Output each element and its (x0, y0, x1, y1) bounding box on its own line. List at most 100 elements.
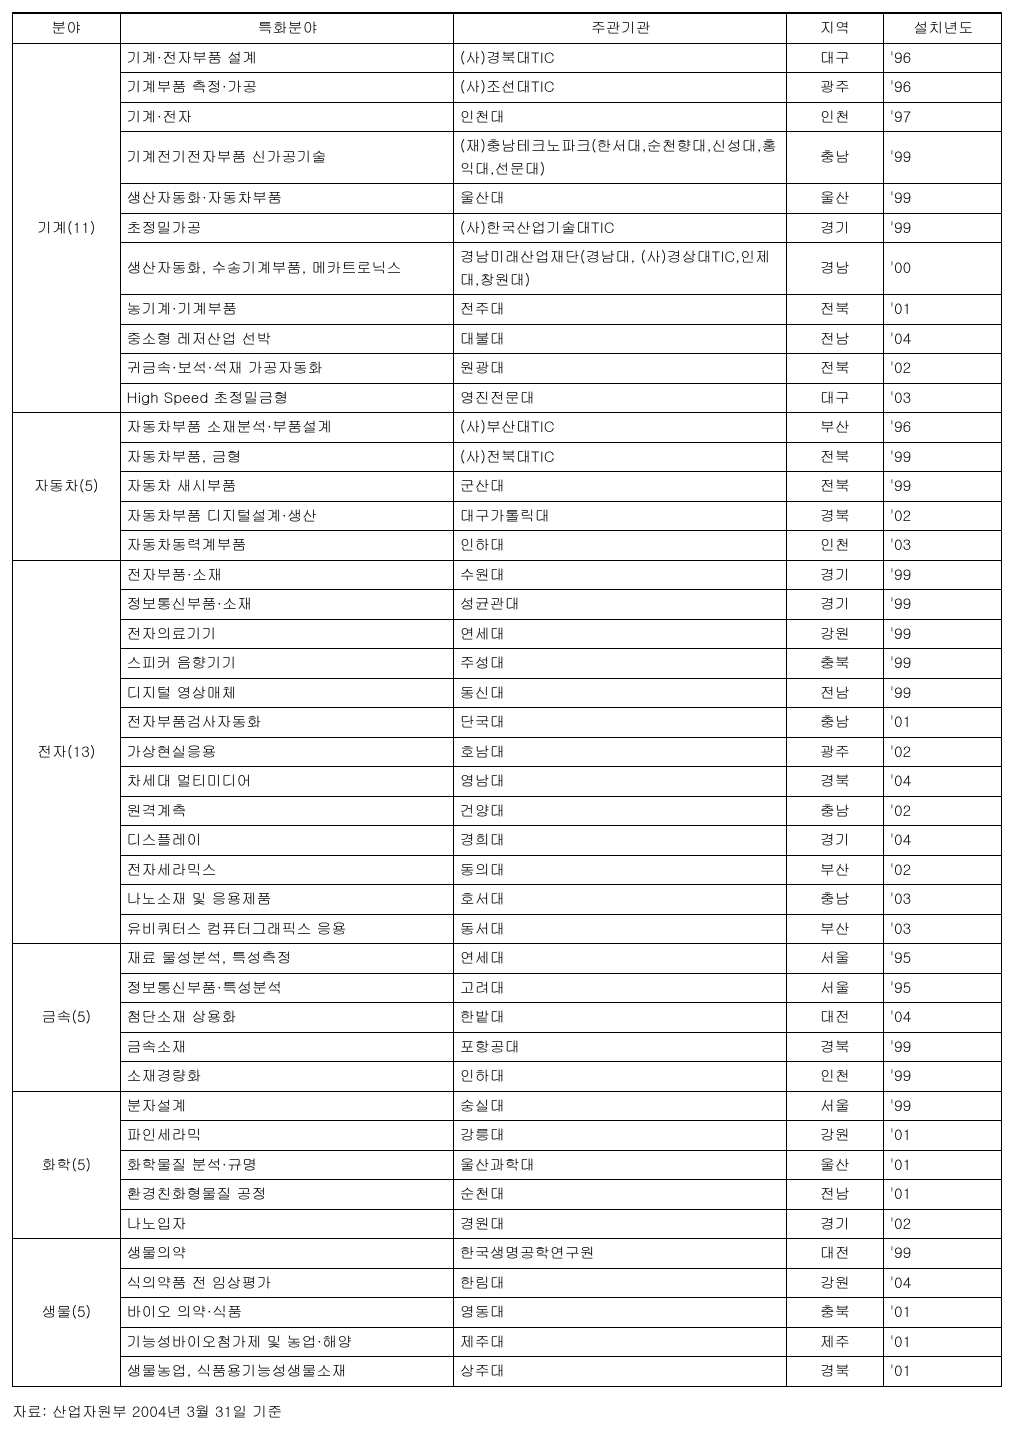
table-row: 자동차(5)자동차부품 소재분석·부품설계(사)부산대TIC부산'96 (13, 413, 1002, 443)
org-cell: 호남대 (453, 737, 786, 767)
org-cell: 한림대 (453, 1268, 786, 1298)
region-cell: 서울 (787, 1091, 884, 1121)
org-cell: 상주대 (453, 1357, 786, 1387)
region-cell: 서울 (787, 944, 884, 974)
spec-cell: 전자부품검사자동화 (120, 708, 453, 738)
table-row: High Speed 초정밀금형영진전문대대구'03 (13, 383, 1002, 413)
table-row: 전자부품검사자동화단국대충남'01 (13, 708, 1002, 738)
table-row: 파인세라믹강릉대강원'01 (13, 1121, 1002, 1151)
org-cell: 군산대 (453, 472, 786, 502)
table-row: 생물(5)생물의약한국생명공학연구원대전'99 (13, 1239, 1002, 1269)
region-cell: 서울 (787, 973, 884, 1003)
year-cell: '03 (883, 885, 1001, 915)
org-cell: 포항공대 (453, 1032, 786, 1062)
region-cell: 경기 (787, 1209, 884, 1239)
spec-cell: 환경친화형물질 공정 (120, 1180, 453, 1210)
year-cell: '99 (883, 590, 1001, 620)
spec-cell: 자동차동력계부품 (120, 531, 453, 561)
org-cell: 경원대 (453, 1209, 786, 1239)
org-cell: (사)부산대TIC (453, 413, 786, 443)
table-row: 유비쿼터스 컴퓨터그래픽스 응용동서대부산'03 (13, 914, 1002, 944)
spec-cell: 디스플레이 (120, 826, 453, 856)
region-cell: 경북 (787, 501, 884, 531)
org-cell: 숭실대 (453, 1091, 786, 1121)
table-row: 기계부품 측정·가공(사)조선대TIC광주'96 (13, 73, 1002, 103)
year-cell: '04 (883, 324, 1001, 354)
region-cell: 부산 (787, 914, 884, 944)
year-cell: '02 (883, 1209, 1001, 1239)
region-cell: 전북 (787, 295, 884, 325)
org-cell: 단국대 (453, 708, 786, 738)
spec-cell: 정보통신부품·특성분석 (120, 973, 453, 1003)
table-row: 자동차 새시부품군산대전북'99 (13, 472, 1002, 502)
year-cell: '04 (883, 1268, 1001, 1298)
table-row: 정보통신부품·특성분석고려대서울'95 (13, 973, 1002, 1003)
table-row: 전자세라믹스동의대부산'02 (13, 855, 1002, 885)
spec-cell: 나노소재 및 응용제품 (120, 885, 453, 915)
spec-cell: 정보통신부품·소재 (120, 590, 453, 620)
table-row: 귀금속·보석·석재 가공자동화원광대전북'02 (13, 354, 1002, 384)
org-cell: (사)경북대TIC (453, 43, 786, 73)
spec-cell: 전자부품·소재 (120, 560, 453, 590)
org-cell: 한국생명공학연구원 (453, 1239, 786, 1269)
table-row: 기계전기전자부품 신가공기술(재)충남테크노파크(한서대,순천향대,신성대,홍익… (13, 132, 1002, 184)
spec-cell: 초정밀가공 (120, 213, 453, 243)
region-cell: 충북 (787, 649, 884, 679)
org-cell: 동신대 (453, 678, 786, 708)
spec-cell: 기계부품 측정·가공 (120, 73, 453, 103)
spec-cell: 자동차부품 소재분석·부품설계 (120, 413, 453, 443)
table-row: 생산자동화, 수송기계부품, 메카트로닉스경남미래산업재단(경남대, (사)경상… (13, 243, 1002, 295)
year-cell: '96 (883, 413, 1001, 443)
region-cell: 광주 (787, 737, 884, 767)
table-row: 기계(11)기계·전자부품 설계(사)경북대TIC대구'96 (13, 43, 1002, 73)
table-row: 소재경량화인하대인천'99 (13, 1062, 1002, 1092)
year-cell: '01 (883, 1121, 1001, 1151)
col-header-field: 분야 (13, 13, 121, 43)
region-cell: 대구 (787, 43, 884, 73)
org-cell: 호서대 (453, 885, 786, 915)
spec-cell: 자동차부품 디지털설계·생산 (120, 501, 453, 531)
year-cell: '00 (883, 243, 1001, 295)
col-header-region: 지역 (787, 13, 884, 43)
org-cell: 연세대 (453, 619, 786, 649)
org-cell: 영진전문대 (453, 383, 786, 413)
table-row: 나노소재 및 응용제품호서대충남'03 (13, 885, 1002, 915)
region-cell: 전북 (787, 472, 884, 502)
org-cell: 강릉대 (453, 1121, 786, 1151)
org-cell: 인하대 (453, 1062, 786, 1092)
org-cell: 경희대 (453, 826, 786, 856)
region-cell: 경기 (787, 590, 884, 620)
org-cell: 고려대 (453, 973, 786, 1003)
year-cell: '99 (883, 619, 1001, 649)
field-cell: 생물(5) (13, 1239, 121, 1387)
spec-cell: 생물의약 (120, 1239, 453, 1269)
spec-cell: 파인세라믹 (120, 1121, 453, 1151)
region-cell: 충남 (787, 796, 884, 826)
year-cell: '02 (883, 796, 1001, 826)
year-cell: '01 (883, 1357, 1001, 1387)
org-cell: 전주대 (453, 295, 786, 325)
region-cell: 경기 (787, 560, 884, 590)
year-cell: '03 (883, 531, 1001, 561)
org-cell: 대구가톨릭대 (453, 501, 786, 531)
table-row: 중소형 레저산업 선박대불대전남'04 (13, 324, 1002, 354)
org-cell: 원광대 (453, 354, 786, 384)
region-cell: 경기 (787, 213, 884, 243)
table-footnote: 자료: 산업자원부 2004년 3월 31일 기준 (12, 1401, 1004, 1422)
table-row: 스피커 음향기기주성대충북'99 (13, 649, 1002, 679)
region-cell: 인천 (787, 102, 884, 132)
spec-cell: 생산자동화·자동차부품 (120, 184, 453, 214)
region-cell: 울산 (787, 1150, 884, 1180)
table-row: 전자(13)전자부품·소재수원대경기'99 (13, 560, 1002, 590)
org-cell: 건양대 (453, 796, 786, 826)
year-cell: '99 (883, 678, 1001, 708)
year-cell: '02 (883, 354, 1001, 384)
field-cell: 화학(5) (13, 1091, 121, 1239)
table-row: 기능성바이오첨가제 및 농업·해양제주대제주'01 (13, 1327, 1002, 1357)
spec-cell: 중소형 레저산업 선박 (120, 324, 453, 354)
org-cell: (재)충남테크노파크(한서대,순천향대,신성대,홍익대,선문대) (453, 132, 786, 184)
org-cell: 한밭대 (453, 1003, 786, 1033)
spec-cell: 귀금속·보석·석재 가공자동화 (120, 354, 453, 384)
spec-cell: 가상현실응용 (120, 737, 453, 767)
spec-cell: 농기계·기계부품 (120, 295, 453, 325)
